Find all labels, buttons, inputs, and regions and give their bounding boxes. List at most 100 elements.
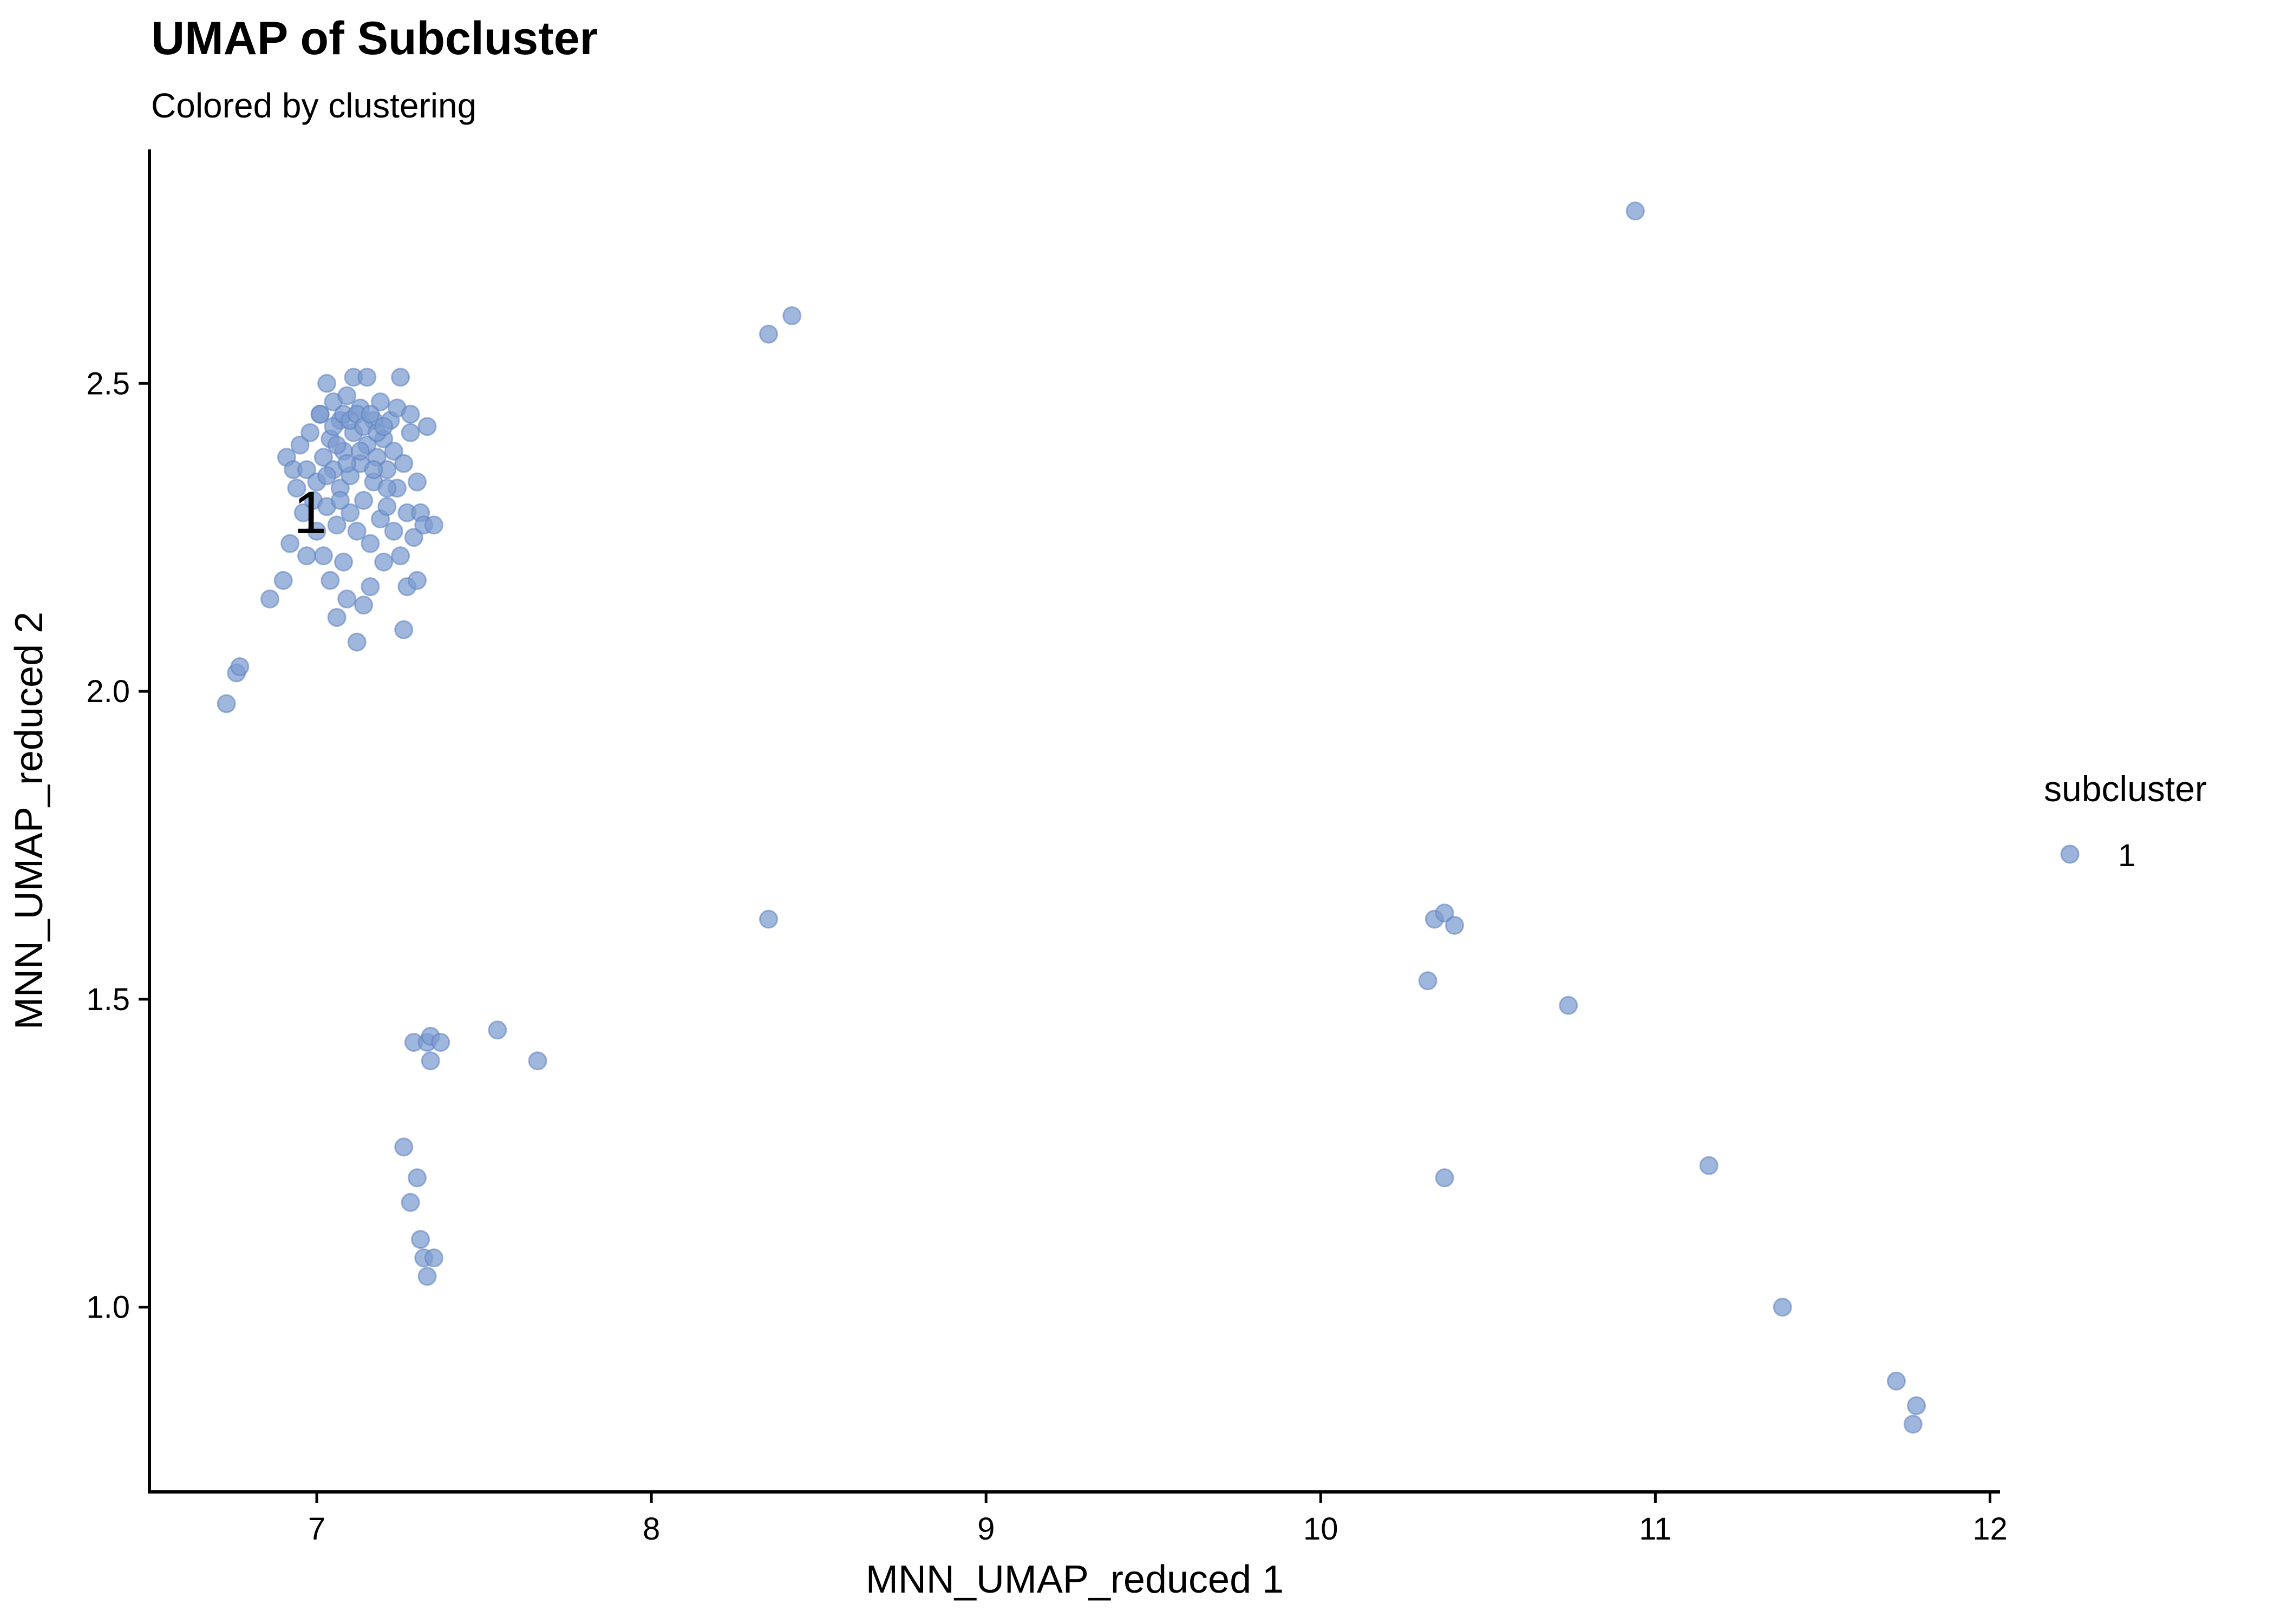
chart-title: UMAP of Subcluster	[151, 12, 598, 64]
data-point	[310, 404, 330, 424]
data-point	[1773, 1298, 1792, 1317]
y-tick-label: 1.5	[86, 982, 130, 1017]
data-point	[1435, 903, 1454, 923]
data-point	[394, 620, 414, 639]
x-axis-title: MNN_UMAP_reduced 1	[866, 1558, 1284, 1601]
data-point	[337, 454, 357, 473]
data-point	[1886, 1371, 1906, 1391]
data-point	[528, 1051, 547, 1071]
data-point	[782, 306, 802, 325]
data-point	[408, 472, 427, 492]
data-point	[313, 448, 333, 467]
data-point	[317, 466, 337, 486]
data-point	[417, 417, 437, 436]
data-point	[1435, 1168, 1454, 1188]
data-point	[401, 1193, 420, 1212]
legend: subcluster 1	[2044, 769, 2207, 873]
data-point	[421, 1051, 440, 1071]
data-point	[317, 374, 337, 393]
data-point	[391, 546, 410, 566]
data-point	[330, 490, 350, 510]
data-point	[350, 441, 370, 461]
data-point	[287, 479, 306, 498]
data-point	[354, 490, 374, 510]
data-point	[371, 392, 390, 411]
data-point	[290, 435, 310, 455]
data-point	[337, 386, 357, 405]
data-point	[411, 1230, 430, 1249]
data-point	[337, 590, 357, 608]
data-point	[341, 503, 360, 522]
data-point	[488, 1020, 507, 1040]
legend-key-1	[2060, 844, 2080, 864]
data-point	[260, 590, 279, 608]
data-point	[384, 441, 403, 461]
data-point	[1445, 915, 1464, 935]
data-point	[391, 368, 410, 387]
data-point	[377, 479, 397, 498]
data-point	[1903, 1415, 1923, 1434]
data-point	[1559, 996, 1578, 1015]
data-point	[334, 552, 353, 572]
data-point	[347, 632, 367, 652]
legend-title: subcluster	[2044, 769, 2207, 809]
data-point	[394, 454, 414, 473]
data-point	[324, 417, 343, 436]
data-point	[431, 1033, 450, 1052]
data-point	[404, 528, 423, 547]
x-tick-label: 10	[1303, 1511, 1338, 1547]
data-point	[361, 534, 380, 553]
data-point	[1907, 1396, 1926, 1416]
data-point	[401, 404, 420, 424]
data-point	[361, 577, 380, 597]
data-point	[280, 534, 300, 553]
data-point	[377, 497, 397, 516]
chart-subtitle: Colored by clustering	[151, 86, 477, 125]
data-point	[759, 909, 778, 929]
cluster-label: 1	[293, 480, 326, 546]
data-point	[424, 515, 443, 535]
data-point	[313, 546, 333, 566]
data-point	[424, 1248, 443, 1268]
data-point	[1625, 201, 1645, 221]
y-axis-title: MNN_UMAP_reduced 2	[8, 612, 51, 1030]
ticks-layer: 7 8 9 10 11 12 1.0 1.5 2.0 2.5	[86, 366, 2007, 1547]
data-point	[347, 521, 367, 541]
x-tick-label: 7	[308, 1511, 325, 1547]
x-tick-label: 12	[1972, 1511, 2008, 1547]
data-point	[361, 404, 380, 424]
data-point	[293, 503, 313, 522]
data-point	[297, 546, 316, 566]
data-point	[408, 1168, 427, 1188]
data-point	[354, 595, 374, 615]
data-point	[327, 608, 347, 627]
data-point	[759, 324, 778, 344]
data-point	[297, 460, 316, 480]
data-point	[321, 571, 340, 590]
data-point	[374, 417, 394, 436]
data-point	[384, 521, 403, 541]
y-tick-label: 1.0	[86, 1290, 130, 1325]
data-point	[417, 1267, 437, 1286]
y-tick-label: 2.0	[86, 674, 130, 709]
data-point	[374, 552, 394, 572]
data-point	[394, 1137, 414, 1157]
points-layer	[217, 201, 1926, 1434]
data-point	[327, 515, 347, 535]
data-point	[327, 435, 347, 455]
data-point	[230, 657, 250, 677]
axes-layer	[148, 149, 2000, 1494]
data-point	[273, 571, 293, 590]
x-tick-label: 11	[1639, 1511, 1671, 1547]
data-point	[1699, 1156, 1718, 1175]
x-tick-label: 9	[977, 1511, 995, 1547]
data-point	[401, 423, 420, 442]
y-tick-label: 2.5	[86, 366, 130, 401]
data-point	[1418, 971, 1437, 991]
x-tick-label: 8	[643, 1511, 660, 1547]
data-point	[357, 368, 377, 387]
legend-label-1: 1	[2118, 838, 2135, 873]
data-point	[307, 521, 326, 541]
data-point	[300, 423, 320, 442]
